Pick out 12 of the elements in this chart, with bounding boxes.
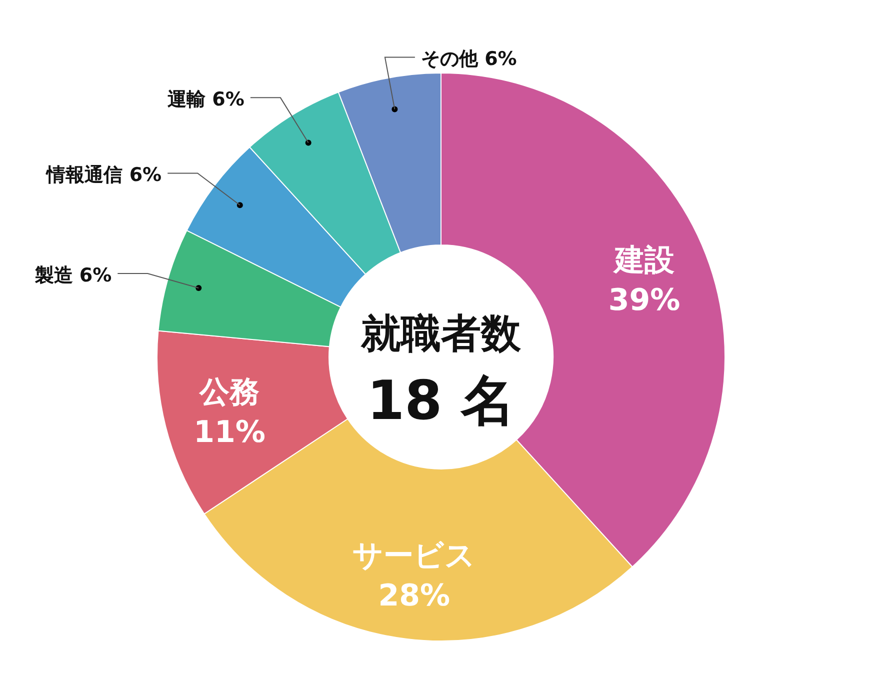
slice-label: 運輸 6%: [166, 88, 244, 111]
data-label: 11%: [194, 415, 266, 450]
text: 18 名: [367, 369, 515, 432]
slice-label: 建設: [612, 243, 674, 278]
data-label: 39%: [608, 283, 680, 318]
slice-label: 公務: [198, 375, 260, 410]
slice-label: 製造 6%: [34, 264, 112, 287]
text: 就職者数: [360, 311, 522, 357]
slice-label: その他 6%: [420, 48, 517, 70]
slice-label: 情報通信 6%: [46, 164, 162, 186]
slice-label: サービス: [352, 538, 476, 574]
data-label: 28%: [378, 578, 450, 614]
